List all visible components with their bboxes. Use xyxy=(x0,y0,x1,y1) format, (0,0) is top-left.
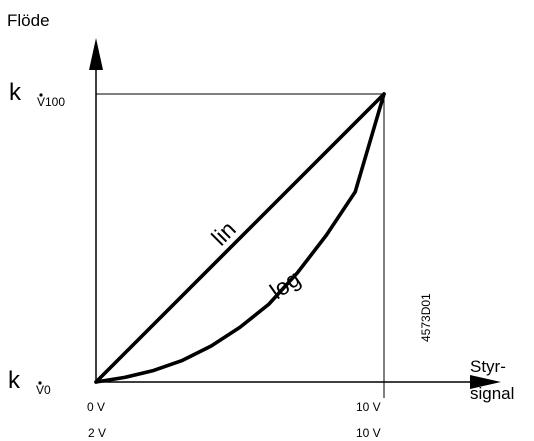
y-tick-bottom-dot xyxy=(38,381,42,385)
x-axis-title-line-2: signal xyxy=(470,384,514,403)
lin-series-line xyxy=(94,92,386,384)
y-tick-top-k: k xyxy=(9,79,22,106)
x-tick-row1-right: 10 V xyxy=(356,400,381,414)
y-tick-bottom-k: k xyxy=(8,367,21,394)
y-tick-top-sub: V100 xyxy=(37,95,65,109)
figure-id-label: 4573D01 xyxy=(419,293,433,342)
x-tick-row2-left: 2 V xyxy=(88,426,106,440)
x-axis-title-line-1: Styr- xyxy=(470,357,506,376)
axes xyxy=(89,38,501,389)
y-axis-title: Flöde xyxy=(7,11,50,30)
x-axis-arrow-icon xyxy=(470,375,501,389)
lin-series-label: lin xyxy=(206,216,241,251)
log-series-line xyxy=(94,92,386,384)
y-tick-bottom-sub: V0 xyxy=(36,383,51,397)
x-tick-row2-right: 10 V xyxy=(356,426,381,440)
x-tick-row1-left: 0 V xyxy=(87,400,105,414)
reference-lines xyxy=(96,93,385,398)
series-layer xyxy=(94,92,386,384)
y-tick-top-dot xyxy=(39,93,43,97)
y-axis-arrow-icon xyxy=(89,38,103,70)
